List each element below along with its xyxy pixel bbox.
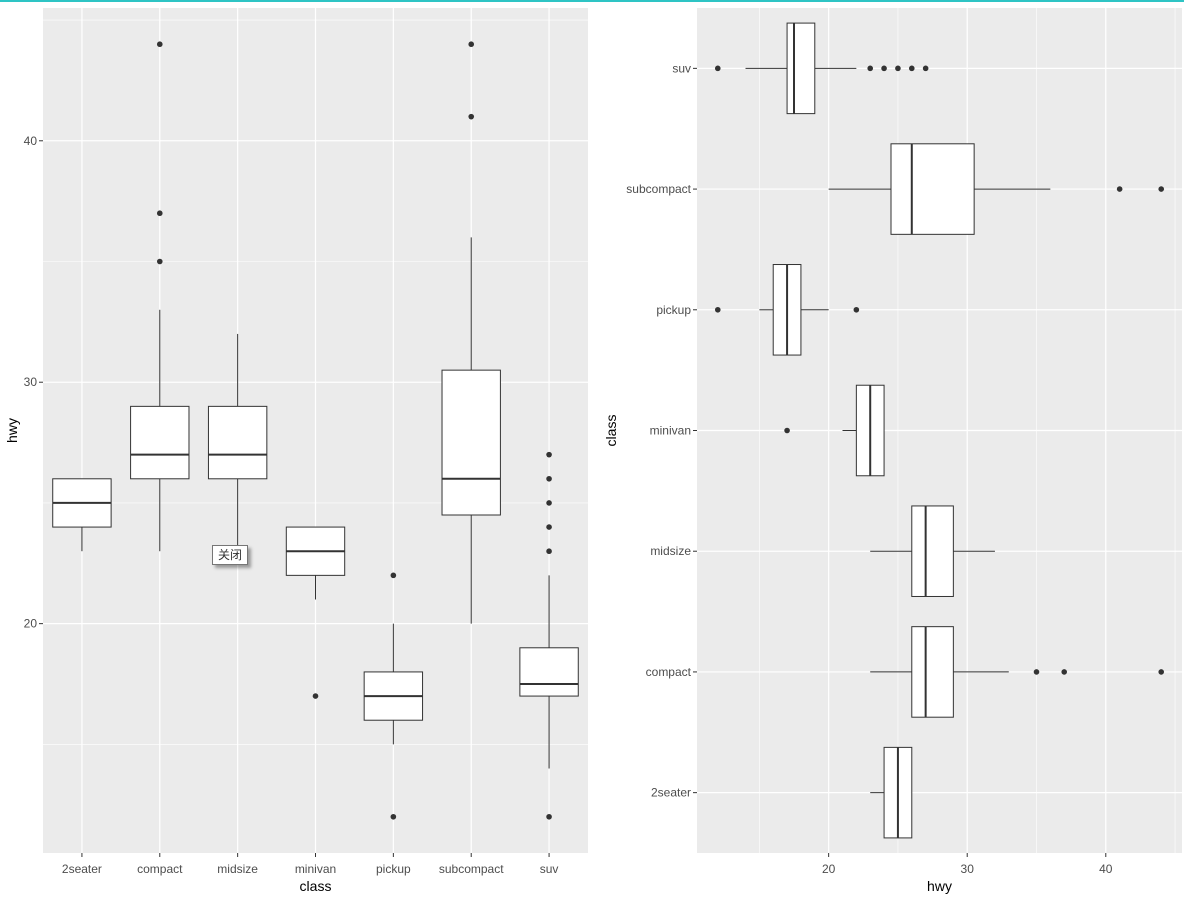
box-midsize (207, 333, 268, 552)
hbox-pickup (714, 264, 860, 356)
hbox-midsize (870, 505, 995, 597)
box-iqr (911, 505, 954, 597)
outlier-point (714, 65, 721, 72)
y-axis-title: class (603, 415, 619, 447)
outlier-point (784, 427, 790, 434)
box-iqr (911, 626, 954, 718)
x-tick-label: 20 (822, 862, 836, 876)
outlier-point (867, 65, 874, 72)
box-iqr (441, 369, 501, 516)
outlier-point (546, 500, 552, 506)
outlier-point (1158, 669, 1165, 675)
box-compact (130, 41, 190, 552)
y-tick-label: compact (646, 665, 692, 679)
y-tick-label: midsize (650, 544, 691, 558)
x-tick-label: 40 (1099, 862, 1113, 876)
outlier-point (468, 41, 475, 48)
y-tick-label: minivan (650, 424, 691, 438)
x-tick-label: midsize (217, 862, 258, 876)
y-axis-title: hwy (4, 418, 20, 443)
outlier-point (546, 475, 552, 482)
left-boxplot-vertical: 20 30 40 2seater compact midsize minivan pickup… (4, 8, 588, 894)
x-axis-title: class (300, 878, 332, 894)
y-tick-label: 40 (24, 134, 38, 148)
box-minivan (285, 526, 346, 699)
x-tick-label: pickup (376, 862, 411, 876)
box-iqr (786, 22, 816, 115)
box-iqr (890, 143, 975, 235)
outlier-point (390, 813, 397, 820)
outlier-point (546, 451, 552, 458)
y-tick-label: pickup (656, 303, 691, 317)
box-subcompact (441, 41, 501, 624)
x-tick-label: 30 (961, 862, 975, 876)
x-tick-label: suv (540, 862, 559, 876)
outlier-point (546, 548, 552, 555)
y-tick-label: 2seater (651, 786, 691, 800)
window-top-accent-line (0, 0, 1184, 2)
hbox-2seater (870, 746, 913, 839)
outlier-point (881, 65, 887, 72)
outlier-point (853, 306, 860, 313)
outlier-point (390, 572, 397, 579)
close-tooltip[interactable]: 关闭 (212, 545, 249, 565)
box-pickup (363, 572, 424, 820)
x-tick-label: minivan (295, 862, 336, 876)
outlier-point (908, 65, 915, 72)
outlier-point (895, 65, 901, 72)
outlier-point (1116, 186, 1123, 192)
outlier-point (156, 258, 163, 265)
x-tick-label: 2seater (62, 862, 102, 876)
outlier-point (312, 693, 319, 699)
x-tick-label: subcompact (439, 862, 504, 876)
y-tick-label: 30 (24, 375, 38, 389)
box-iqr (130, 405, 190, 480)
outlier-point (714, 306, 721, 313)
box-suv (519, 451, 579, 820)
outlier-point (546, 524, 552, 530)
outlier-point (922, 65, 929, 72)
outlier-point (156, 41, 163, 48)
outlier-point (156, 210, 163, 217)
outlier-point (1033, 669, 1040, 675)
y-tick-label: subcompact (626, 182, 691, 196)
hbox-compact (870, 626, 1165, 718)
y-tick-label: suv (672, 61, 691, 75)
box-iqr (207, 405, 268, 480)
right-boxplot-horizontal: 2seater compact midsize minivan pickup subcom… (603, 8, 1182, 894)
x-tick-label: compact (137, 862, 183, 876)
outlier-point (1061, 669, 1068, 675)
hbox-minivan (784, 384, 885, 477)
box-iqr (519, 647, 579, 697)
y-tick-label: 20 (24, 617, 38, 631)
x-axis-title: hwy (927, 878, 952, 894)
outlier-point (546, 813, 552, 820)
box-2seater (52, 478, 112, 552)
hbox-suv (714, 22, 929, 115)
hbox-subcompact (828, 143, 1165, 235)
outlier-point (468, 113, 475, 120)
outlier-point (1158, 186, 1165, 192)
